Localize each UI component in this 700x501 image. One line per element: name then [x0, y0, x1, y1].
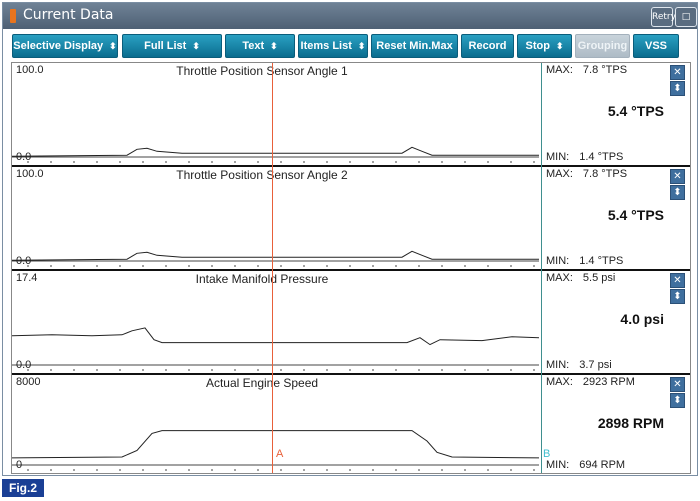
value-panel: MAX: 7.8 °TPS 5.4 °TPS MIN: 1.4 °TPS ✕ ⬍ [543, 167, 690, 269]
text-label: Text [242, 40, 265, 52]
selective-display-dropdown[interactable]: Selective Display ⬍ [12, 34, 118, 58]
cursor-a-line[interactable] [272, 63, 273, 473]
stop-dropdown[interactable]: Stop ⬍ [517, 34, 572, 58]
y-max-label: 17.4 [16, 272, 38, 284]
max-label: MAX: [546, 272, 573, 284]
chevron-updown-icon: ⬍ [192, 40, 200, 51]
min-row: MIN: 1.4 °TPS [546, 151, 623, 163]
min-row: MIN: 3.7 psi [546, 359, 612, 371]
y-max-label: 100.0 [16, 168, 44, 180]
y-min-label: 0.0 [16, 151, 32, 163]
plot-area: 17.4 Intake Manifold Pressure 0.0 [12, 271, 539, 373]
min-value: 1.4 °TPS [579, 255, 624, 267]
max-row: MAX: 7.8 °TPS [546, 64, 627, 76]
current-value: 5.4 °TPS [607, 103, 664, 119]
signal-trace [12, 250, 539, 261]
trace-svg [12, 430, 539, 471]
min-label: MIN: [546, 459, 570, 471]
max-value: 7.8 °TPS [582, 64, 628, 76]
graph-panel: 8000 Actual Engine Speed 0 MAX: 2923 RPM … [12, 375, 690, 473]
signal-trace [12, 430, 539, 459]
value-panel: MAX: 2923 RPM 2898 RPM MIN: 694 RPM ✕ ⬍ [543, 375, 690, 473]
panel-title: Intake Manifold Pressure [195, 272, 329, 286]
max-value: 2923 RPM [582, 376, 635, 388]
signal-trace [12, 327, 539, 346]
min-value: 1.4 °TPS [579, 151, 624, 163]
window-title: Current Data [23, 7, 114, 23]
figure-label: Fig.2 [2, 479, 44, 497]
graph-panel: 100.0 Throttle Position Sensor Angle 1 0… [12, 63, 690, 167]
y-max-label: 100.0 [16, 64, 44, 76]
y-min-label: 0.0 [16, 359, 32, 371]
title-icon [10, 9, 16, 23]
grouping-button[interactable]: Grouping [575, 34, 630, 58]
panel-title: Actual Engine Speed [205, 376, 319, 390]
graph-area: 100.0 Throttle Position Sensor Angle 1 0… [11, 62, 691, 474]
vss-button[interactable]: VSS [633, 34, 679, 58]
stop-label: Stop [525, 40, 550, 52]
current-value: 5.4 °TPS [607, 207, 664, 223]
current-value: 4.0 psi [620, 311, 664, 327]
min-value: 3.7 psi [579, 359, 612, 371]
plot-area: 100.0 Throttle Position Sensor Angle 2 0… [12, 167, 539, 269]
max-row: MAX: 5.5 psi [546, 272, 615, 284]
cursor-b-label: B [543, 448, 551, 460]
signal-trace [12, 146, 539, 157]
retry-button[interactable]: Retry [651, 7, 676, 27]
trace-svg [12, 327, 539, 371]
min-label: MIN: [546, 359, 570, 371]
min-row: MIN: 1.4 °TPS [546, 255, 623, 267]
record-button[interactable]: Record [461, 34, 514, 58]
restore-button[interactable]: □ [675, 7, 697, 27]
items-list-label: Items List [300, 40, 352, 52]
full-list-dropdown[interactable]: Full List ⬍ [122, 34, 222, 58]
scale-icon[interactable]: ⬍ [670, 81, 685, 96]
current-value: 2898 RPM [597, 415, 664, 431]
value-panel: MAX: 5.5 psi 4.0 psi MIN: 3.7 psi ✕ ⬍ [543, 271, 690, 373]
value-panel: MAX: 7.8 °TPS 5.4 °TPS MIN: 1.4 °TPS ✕ ⬍ [543, 63, 690, 165]
chevron-updown-icon: ⬍ [555, 40, 564, 51]
text-dropdown[interactable]: Text ⬍ [225, 34, 295, 58]
selective-display-label: Selective Display [13, 40, 104, 52]
toolbar: Selective Display ⬍ Full List ⬍ Text ⬍ I… [3, 34, 697, 60]
plot-area: 100.0 Throttle Position Sensor Angle 1 0… [12, 63, 539, 165]
chevron-updown-icon: ⬍ [270, 40, 278, 51]
title-bar: Current Data Retry □ [3, 3, 697, 29]
panel-title: Throttle Position Sensor Angle 2 [176, 168, 348, 182]
reset-minmax-button[interactable]: Reset Min.Max [371, 34, 458, 58]
panel-title: Throttle Position Sensor Angle 1 [176, 64, 348, 78]
trace-svg [12, 146, 539, 163]
max-label: MAX: [546, 64, 573, 76]
max-value: 5.5 psi [582, 272, 616, 284]
plot-area: 8000 Actual Engine Speed 0 [12, 375, 539, 473]
y-min-label: 0.0 [16, 255, 32, 267]
graph-panel: 100.0 Throttle Position Sensor Angle 2 0… [12, 167, 690, 271]
y-max-label: 8000 [16, 376, 41, 388]
max-label: MAX: [546, 376, 573, 388]
chevron-updown-icon: ⬍ [109, 40, 117, 51]
min-row: MIN: 694 RPM [546, 459, 625, 471]
close-icon[interactable]: ✕ [670, 273, 685, 288]
close-icon[interactable]: ✕ [670, 169, 685, 184]
close-icon[interactable]: ✕ [670, 65, 685, 80]
items-list-dropdown[interactable]: Items List ⬍ [298, 34, 368, 58]
cursor-a-label: A [276, 448, 284, 460]
scale-icon[interactable]: ⬍ [670, 185, 685, 200]
max-row: MAX: 2923 RPM [546, 376, 635, 388]
cursor-b-line[interactable] [541, 63, 542, 473]
scale-icon[interactable]: ⬍ [670, 393, 685, 408]
max-value: 7.8 °TPS [582, 168, 628, 180]
max-row: MAX: 7.8 °TPS [546, 168, 627, 180]
scale-icon[interactable]: ⬍ [670, 289, 685, 304]
min-label: MIN: [546, 255, 570, 267]
min-value: 694 RPM [579, 459, 626, 471]
close-icon[interactable]: ✕ [670, 377, 685, 392]
graph-panel: 17.4 Intake Manifold Pressure 0.0 MAX: 5.… [12, 271, 690, 375]
full-list-label: Full List [144, 40, 187, 52]
max-label: MAX: [546, 168, 573, 180]
chevron-updown-icon: ⬍ [357, 40, 366, 51]
trace-svg [12, 250, 539, 267]
min-label: MIN: [546, 151, 570, 163]
y-min-label: 0 [16, 459, 23, 471]
